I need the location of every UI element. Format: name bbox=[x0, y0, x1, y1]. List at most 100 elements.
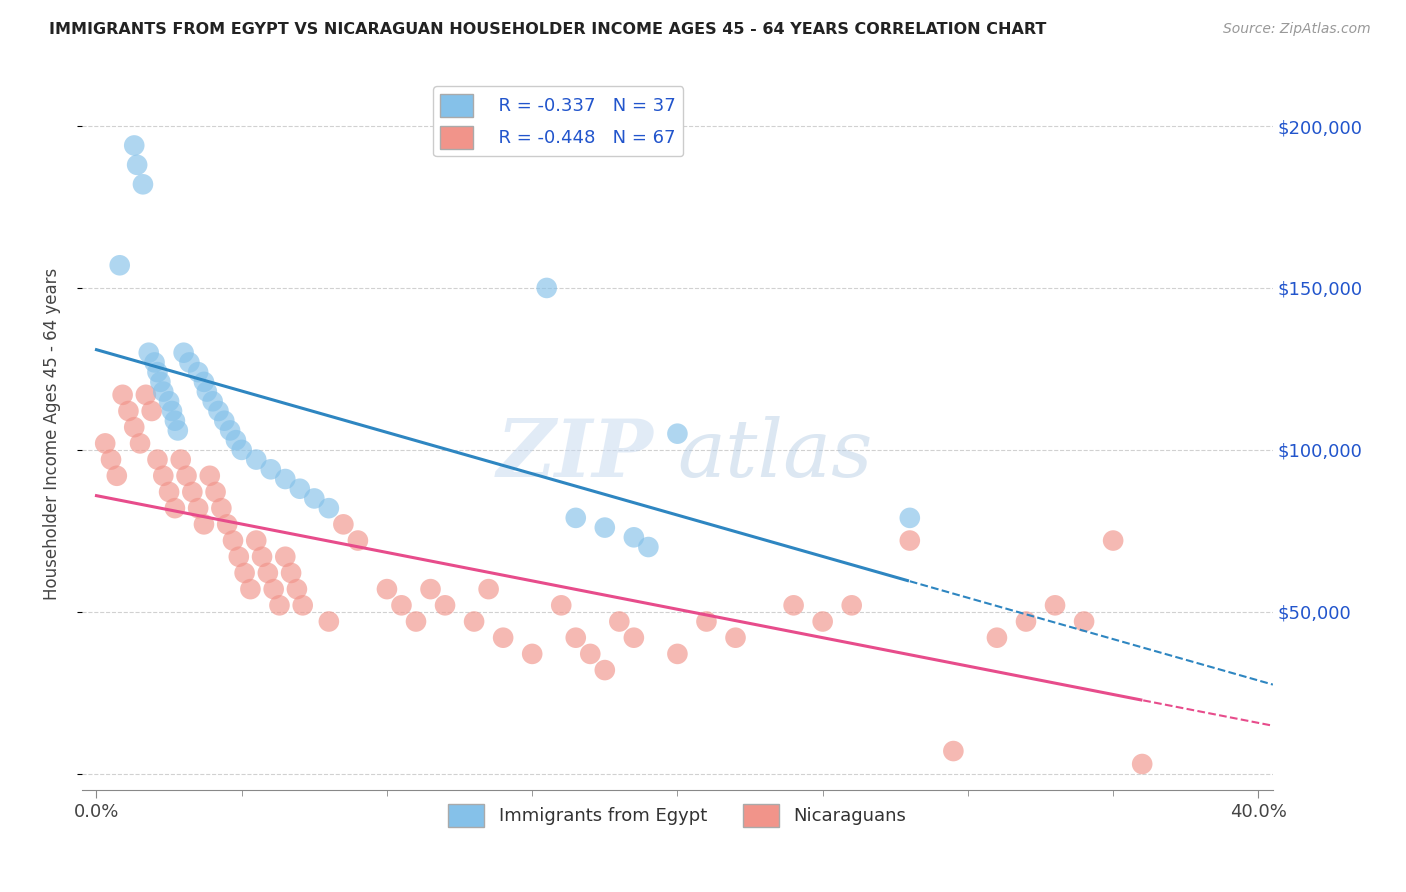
Point bbox=[986, 631, 1008, 645]
Point bbox=[318, 501, 340, 516]
Point bbox=[1102, 533, 1125, 548]
Point bbox=[623, 530, 645, 544]
Point bbox=[231, 442, 253, 457]
Point bbox=[105, 468, 128, 483]
Point bbox=[163, 414, 186, 428]
Point bbox=[841, 599, 863, 613]
Point bbox=[250, 549, 273, 564]
Point bbox=[193, 517, 215, 532]
Point bbox=[152, 384, 174, 399]
Point bbox=[198, 468, 221, 483]
Point bbox=[579, 647, 602, 661]
Point bbox=[108, 258, 131, 272]
Point bbox=[347, 533, 370, 548]
Point bbox=[195, 384, 218, 399]
Point bbox=[143, 355, 166, 369]
Point bbox=[135, 388, 157, 402]
Point bbox=[898, 533, 921, 548]
Point bbox=[391, 599, 413, 613]
Point bbox=[492, 631, 515, 645]
Point bbox=[607, 615, 630, 629]
Point bbox=[593, 520, 616, 534]
Point bbox=[666, 647, 689, 661]
Point bbox=[942, 744, 965, 758]
Point bbox=[122, 420, 145, 434]
Point bbox=[217, 517, 239, 532]
Point bbox=[550, 599, 572, 613]
Y-axis label: Householder Income Ages 45 - 64 years: Householder Income Ages 45 - 64 years bbox=[44, 268, 60, 599]
Point bbox=[1130, 757, 1153, 772]
Point bbox=[623, 631, 645, 645]
Point bbox=[187, 365, 209, 379]
Point bbox=[117, 404, 139, 418]
Legend: Immigrants from Egypt, Nicaraguans: Immigrants from Egypt, Nicaraguans bbox=[441, 797, 914, 834]
Point bbox=[332, 517, 354, 532]
Point bbox=[127, 158, 149, 172]
Point bbox=[214, 414, 236, 428]
Point bbox=[129, 436, 152, 450]
Point bbox=[146, 452, 169, 467]
Point bbox=[434, 599, 457, 613]
Point bbox=[239, 582, 262, 596]
Point bbox=[157, 394, 180, 409]
Point bbox=[152, 468, 174, 483]
Point bbox=[811, 615, 834, 629]
Point bbox=[593, 663, 616, 677]
Point bbox=[375, 582, 398, 596]
Point bbox=[318, 615, 340, 629]
Point bbox=[204, 485, 226, 500]
Point bbox=[1073, 615, 1095, 629]
Point bbox=[463, 615, 485, 629]
Point bbox=[274, 472, 297, 486]
Point bbox=[269, 599, 291, 613]
Point bbox=[179, 355, 201, 369]
Point bbox=[478, 582, 501, 596]
Point bbox=[522, 647, 544, 661]
Point bbox=[288, 482, 311, 496]
Point bbox=[565, 511, 588, 525]
Point bbox=[181, 485, 204, 500]
Text: IMMIGRANTS FROM EGYPT VS NICARAGUAN HOUSEHOLDER INCOME AGES 45 - 64 YEARS CORREL: IMMIGRANTS FROM EGYPT VS NICARAGUAN HOUS… bbox=[49, 22, 1046, 37]
Point bbox=[222, 533, 245, 548]
Point bbox=[187, 501, 209, 516]
Point bbox=[724, 631, 747, 645]
Point bbox=[898, 511, 921, 525]
Point bbox=[163, 501, 186, 516]
Point bbox=[304, 491, 326, 506]
Point bbox=[245, 533, 267, 548]
Point bbox=[666, 426, 689, 441]
Point bbox=[291, 599, 314, 613]
Point bbox=[536, 281, 558, 295]
Text: Source: ZipAtlas.com: Source: ZipAtlas.com bbox=[1223, 22, 1371, 37]
Point bbox=[157, 485, 180, 500]
Point bbox=[695, 615, 717, 629]
Point bbox=[207, 404, 229, 418]
Point bbox=[201, 394, 224, 409]
Point bbox=[257, 566, 280, 580]
Point bbox=[263, 582, 285, 596]
Point bbox=[146, 365, 169, 379]
Point bbox=[176, 468, 198, 483]
Point bbox=[219, 424, 242, 438]
Point bbox=[170, 452, 193, 467]
Point bbox=[280, 566, 302, 580]
Point bbox=[637, 540, 659, 554]
Point bbox=[100, 452, 122, 467]
Point bbox=[245, 452, 267, 467]
Point bbox=[1043, 599, 1066, 613]
Point bbox=[233, 566, 256, 580]
Point bbox=[166, 424, 188, 438]
Point bbox=[209, 501, 232, 516]
Point bbox=[141, 404, 163, 418]
Point bbox=[419, 582, 441, 596]
Point bbox=[405, 615, 427, 629]
Text: ZIP: ZIP bbox=[496, 417, 654, 494]
Point bbox=[228, 549, 250, 564]
Point bbox=[132, 178, 155, 192]
Point bbox=[260, 462, 283, 476]
Point bbox=[285, 582, 308, 596]
Point bbox=[111, 388, 134, 402]
Text: atlas: atlas bbox=[678, 417, 873, 494]
Point bbox=[122, 138, 145, 153]
Point bbox=[173, 345, 195, 359]
